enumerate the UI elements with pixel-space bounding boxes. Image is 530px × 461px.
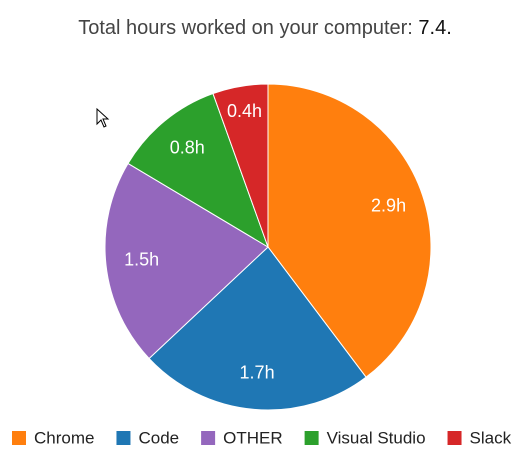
pie-slice [148, 246, 367, 411]
legend-label: OTHER [223, 428, 283, 447]
legend-label: Visual Studio [327, 428, 426, 447]
chart-title: Total hours worked on your computer: 7.4… [78, 17, 452, 39]
pie-slice [104, 162, 269, 360]
title-value: 7.4. [418, 17, 451, 39]
pie: 2.9h 1.7h 1.5h 0.8h 0.4h [104, 83, 432, 411]
slice-label: 0.4h [227, 101, 262, 121]
pie-slice [267, 83, 432, 378]
legend-swatch [304, 431, 319, 445]
pie-slice [212, 83, 269, 248]
legend-swatch [116, 431, 131, 445]
mouse-cursor [96, 107, 110, 128]
slice-label: 1.5h [124, 249, 159, 269]
title-text: Total hours worked on your computer: [78, 17, 413, 39]
legend: Chrome Code OTHER Visual Studio Slack [12, 428, 512, 447]
legend-label: Chrome [34, 428, 94, 447]
pie-slice [127, 92, 269, 249]
legend-label: Code [138, 428, 179, 447]
legend-swatch [12, 431, 26, 445]
slice-label: 2.9h [371, 195, 406, 215]
slice-label: 0.8h [170, 138, 205, 158]
legend-label: Slack [470, 428, 512, 447]
legend-swatch [447, 431, 462, 445]
slice-label: 1.7h [240, 362, 275, 382]
legend-swatch [201, 431, 216, 445]
